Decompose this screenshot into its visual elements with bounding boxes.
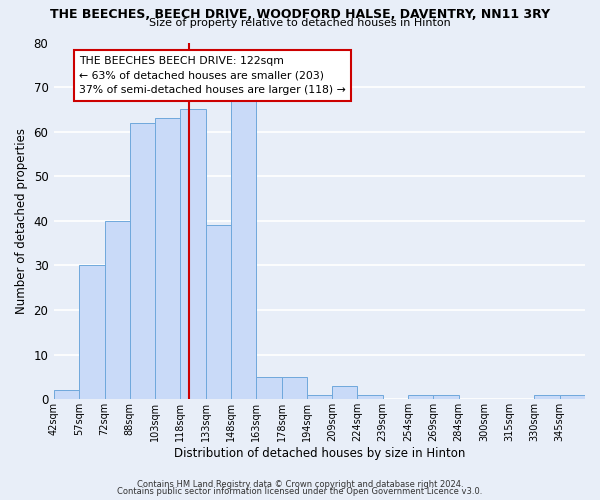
Text: THE BEECHES, BEECH DRIVE, WOODFORD HALSE, DAVENTRY, NN11 3RY: THE BEECHES, BEECH DRIVE, WOODFORD HALSE… [50,8,550,20]
Bar [181,110,206,400]
Bar [281,377,307,400]
X-axis label: Distribution of detached houses by size in Hinton: Distribution of detached houses by size … [174,447,465,460]
Bar [231,100,256,400]
Bar [54,390,79,400]
Bar [535,395,560,400]
Bar [408,395,433,400]
Bar [332,386,358,400]
Text: Contains public sector information licensed under the Open Government Licence v3: Contains public sector information licen… [118,487,482,496]
Text: THE BEECHES BEECH DRIVE: 122sqm
← 63% of detached houses are smaller (203)
37% o: THE BEECHES BEECH DRIVE: 122sqm ← 63% of… [79,56,346,96]
Bar [130,123,155,400]
Bar [307,395,332,400]
Bar [206,226,231,400]
Bar [358,395,383,400]
Bar [560,395,585,400]
Bar [256,377,281,400]
Bar [104,221,130,400]
Bar [433,395,458,400]
Text: Contains HM Land Registry data © Crown copyright and database right 2024.: Contains HM Land Registry data © Crown c… [137,480,463,489]
Bar [79,266,104,400]
Bar [155,118,181,400]
Text: Size of property relative to detached houses in Hinton: Size of property relative to detached ho… [149,18,451,28]
Y-axis label: Number of detached properties: Number of detached properties [15,128,28,314]
